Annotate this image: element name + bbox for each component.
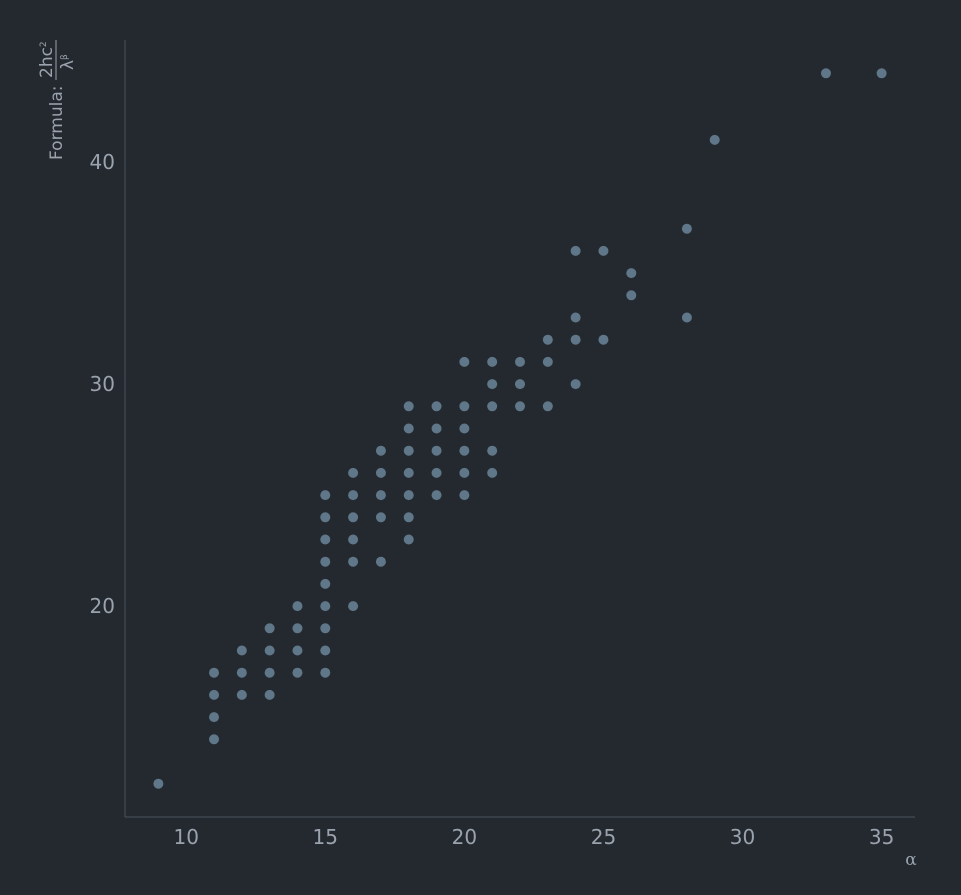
data-point [681,312,692,323]
data-point [570,245,581,256]
data-point [542,401,553,412]
data-point [515,401,525,412]
data-point [292,601,303,612]
data-point [236,645,247,656]
data-point [626,290,637,301]
data-point [459,490,470,501]
y-axis-label-denominator: λβ [58,54,78,70]
data-point [542,334,553,345]
x-tick-label: 30 [730,825,755,849]
data-point [292,667,303,678]
x-tick-label: 10 [173,825,198,849]
data-point [681,223,692,234]
data-point [431,401,442,412]
data-point [153,778,164,789]
data-point [348,556,359,567]
data-point [348,601,359,612]
data-point [348,534,359,545]
data-point [209,667,220,678]
data-point [431,445,442,456]
y-tick-label: 40 [90,150,115,174]
data-point [209,712,220,723]
x-tick-labels: 10 15 20 25 30 35 [173,825,894,849]
x-tick-label: 20 [452,825,477,849]
data-point [348,467,359,478]
data-point [320,556,331,567]
data-point [876,68,887,79]
data-point [403,401,414,412]
data-point [348,512,359,523]
data-point [375,512,386,523]
data-point [375,445,386,456]
y-tick-label: 30 [90,372,115,396]
data-point [375,556,386,567]
data-point [570,379,581,390]
data-point [375,467,386,478]
data-point [320,490,331,501]
x-tick-label: 35 [869,825,894,849]
data-point [515,379,525,390]
data-point [459,467,470,478]
data-point [820,68,831,79]
data-point [403,490,414,501]
data-point [264,689,275,700]
data-point [487,379,498,390]
data-point [487,467,498,478]
data-point [431,423,442,434]
data-point [292,623,303,634]
data-point [459,445,470,456]
data-point [320,601,331,612]
data-point [320,623,331,634]
y-axis-label: Formula: 2hc2 λβ [37,40,78,160]
x-tick-label: 15 [313,825,338,849]
data-point [459,401,470,412]
data-point [626,268,637,279]
data-point [487,401,498,412]
data-point [375,490,386,501]
y-axis-label-numerator: 2hc2 [37,41,57,78]
data-point [487,445,498,456]
data-point [403,534,414,545]
data-point [348,490,359,501]
data-point [264,623,275,634]
data-point [264,667,275,678]
data-point [570,334,581,345]
data-point [320,512,331,523]
data-point [320,667,331,678]
y-tick-label: 20 [90,594,115,618]
data-point [403,512,414,523]
data-point [542,356,553,367]
data-point [709,134,720,145]
data-point [459,423,470,434]
data-point [431,467,442,478]
data-point [403,423,414,434]
data-points [153,68,887,789]
y-axis-label-prefix: Formula: [47,86,67,160]
data-point [515,356,525,367]
data-point [403,467,414,478]
y-tick-labels: 20 30 40 [90,150,115,618]
data-point [570,312,581,323]
data-point [264,645,275,656]
data-point [403,445,414,456]
data-point [598,245,609,256]
x-axis-label: α [905,850,917,870]
data-point [292,645,303,656]
data-point [320,578,331,589]
data-point [598,334,609,345]
x-tick-label: 25 [591,825,616,849]
data-point [236,667,247,678]
data-point [320,645,331,656]
data-point [209,734,220,745]
data-point [236,689,247,700]
data-point [320,534,331,545]
data-point [487,356,498,367]
data-point [459,356,470,367]
data-point [209,689,220,700]
data-point [431,490,442,501]
